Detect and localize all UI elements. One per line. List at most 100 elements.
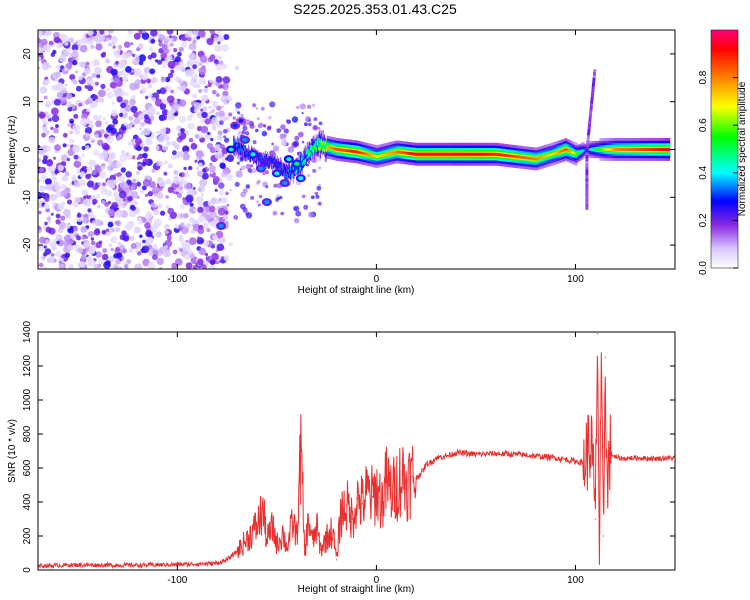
ridge-cell	[593, 148, 595, 151]
ridge-cell	[467, 152, 469, 156]
ridge-cell	[289, 167, 291, 171]
noise-speckle	[191, 93, 197, 99]
noise-speckle	[160, 76, 167, 83]
noise-speckle	[207, 131, 211, 136]
ridge-cell	[451, 152, 453, 156]
x-tick-label: 0	[374, 575, 380, 586]
noise-speckle	[178, 178, 186, 186]
ridge-cell	[455, 152, 457, 156]
snr-data-point	[435, 457, 437, 459]
noise-speckle	[207, 82, 212, 88]
ridge-cell	[602, 148, 604, 151]
noise-speckle	[49, 241, 57, 249]
y-tick-label: 20	[22, 48, 33, 60]
noise-speckle	[101, 229, 107, 235]
streak-cell	[585, 206, 589, 210]
ridge-cell	[557, 150, 559, 154]
noise-speckle	[119, 181, 128, 190]
ridge-cell	[629, 148, 631, 151]
noise-speckle	[178, 99, 187, 107]
ridge-cell	[366, 152, 368, 156]
ridge-cell	[429, 152, 431, 156]
ridge-cell	[319, 139, 321, 146]
noise-speckle	[113, 253, 119, 259]
ridge-cell	[623, 148, 625, 151]
noise-speckle	[56, 42, 63, 49]
ridge-cell	[292, 167, 294, 170]
ridge-cell	[342, 148, 344, 152]
noise-speckle	[44, 197, 50, 203]
noise-speckle	[165, 204, 170, 209]
ridge-cell	[413, 152, 415, 156]
noise-speckle	[119, 153, 128, 162]
noise-speckle	[86, 78, 92, 84]
noise-speckle	[110, 68, 118, 76]
noise-speckle	[293, 205, 300, 212]
noise-speckle	[174, 258, 183, 266]
noise-speckle	[141, 185, 147, 191]
snr-data-point	[351, 518, 354, 520]
noise-speckle	[55, 219, 61, 225]
ridge-cell	[634, 148, 636, 151]
ridge-cell	[244, 151, 246, 157]
noise-speckle	[218, 56, 222, 60]
ridge-cell	[573, 151, 575, 155]
noise-speckle	[107, 159, 113, 165]
ridge-cell	[269, 158, 272, 164]
noise-speckle	[53, 98, 61, 106]
noise-speckle	[68, 263, 74, 269]
noise-speckle	[108, 152, 116, 160]
colorbar-label: Normalized spectral amplitude	[737, 81, 748, 216]
noise-speckle	[199, 55, 208, 63]
noise-speckle	[150, 30, 158, 37]
noise-speckle	[53, 127, 59, 134]
noise-speckle	[66, 157, 71, 162]
noise-speckle	[294, 135, 300, 141]
ridge-cell	[423, 152, 425, 156]
snr-ylabel: SNR (10 * v/v)	[7, 419, 18, 483]
noise-speckle	[90, 240, 96, 246]
ridge-cell	[290, 174, 292, 178]
ridge-cell	[621, 148, 623, 151]
ridge-cell	[306, 148, 308, 154]
ridge-blob	[242, 137, 248, 142]
noise-speckle	[167, 60, 176, 69]
ridge-cell	[449, 152, 451, 156]
noise-speckle	[215, 76, 223, 83]
y-tick-label: 600	[22, 459, 33, 476]
ridge-cell	[317, 139, 319, 148]
noise-speckle	[158, 42, 163, 47]
ridge-cell	[616, 148, 618, 151]
snr-data-point	[371, 496, 373, 498]
noise-speckle	[252, 103, 257, 108]
snr-data-point	[365, 492, 368, 495]
ridge-cell	[566, 148, 568, 152]
noise-speckle	[81, 153, 85, 157]
ridge-cell	[424, 152, 426, 156]
ridge-cell	[544, 154, 546, 158]
ridge-cell	[463, 152, 465, 156]
noise-speckle	[126, 179, 132, 185]
noise-speckle	[197, 162, 203, 168]
snr-data-point	[586, 450, 589, 452]
noise-speckle	[273, 183, 278, 188]
noise-speckle	[127, 30, 133, 35]
noise-speckle	[188, 237, 197, 246]
snr-plot-area	[38, 333, 675, 570]
ridge-cell	[253, 155, 255, 164]
ridge-cell	[273, 161, 276, 168]
ridge-cell	[264, 164, 267, 167]
ridge-cell	[447, 152, 449, 156]
streak-cell	[591, 83, 595, 87]
noise-speckle	[130, 105, 138, 113]
streak-cell	[585, 195, 589, 199]
noise-speckle	[189, 206, 197, 214]
noise-speckle	[244, 119, 251, 125]
noise-speckle	[144, 222, 151, 229]
noise-speckle	[178, 79, 183, 84]
ridge-cell	[550, 153, 552, 156]
ridge-cell	[507, 154, 509, 158]
ridge-cell	[365, 152, 367, 156]
noise-speckle	[43, 203, 50, 210]
